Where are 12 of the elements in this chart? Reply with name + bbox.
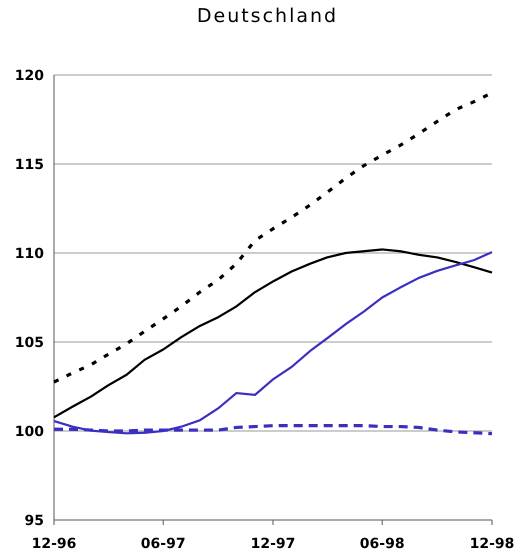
y-tick-label: 115 (14, 157, 44, 173)
y-tick-label: 110 (14, 246, 44, 262)
y-tick-label: 95 (24, 513, 44, 529)
y-tick-label: 105 (14, 335, 44, 351)
x-tick-label: 06-98 (360, 536, 405, 552)
chart-title: Deutschland (196, 5, 338, 27)
y-tick-label: 100 (14, 424, 44, 440)
x-tick-label: 06-97 (140, 536, 186, 552)
y-tick-label: 120 (14, 68, 44, 84)
x-tick-label: 12-96 (32, 536, 76, 552)
x-tick-label: 12-97 (250, 536, 296, 552)
x-tick-label: 12-98 (470, 536, 514, 552)
